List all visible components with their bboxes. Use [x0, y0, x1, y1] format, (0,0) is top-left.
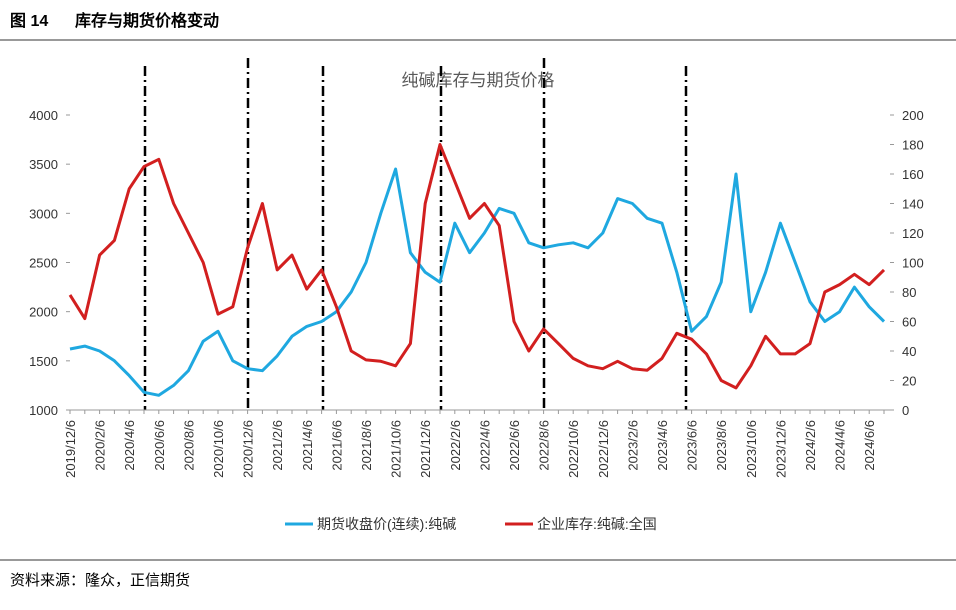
y-tick-label: 3500 — [29, 157, 58, 172]
x-tick-label: 2021/12/6 — [418, 420, 433, 478]
y2-tick-label: 40 — [902, 344, 916, 359]
y2-tick-label: 60 — [902, 315, 916, 330]
series-line — [69, 167, 886, 397]
y2-tick-label: 160 — [902, 167, 924, 182]
y2-tick-label: 0 — [902, 403, 909, 418]
figure-number: 图 14 — [10, 12, 48, 30]
x-tick-label: 2020/12/6 — [241, 420, 256, 478]
source: 资料来源：隆众，正信期货 — [10, 572, 190, 589]
x-tick-label: 2020/2/6 — [93, 420, 108, 471]
x-tick-label: 2022/12/6 — [596, 420, 611, 478]
chart-title: 纯碱库存与期货价格 — [402, 71, 555, 90]
x-tick-label: 2023/6/6 — [685, 420, 700, 471]
x-tick-label: 2023/2/6 — [625, 420, 640, 471]
y2-tick-label: 200 — [902, 108, 924, 123]
x-tick-label: 2020/6/6 — [152, 420, 167, 471]
x-tick-label: 2023/8/6 — [714, 420, 729, 471]
series-line — [68, 143, 886, 390]
y2-tick-label: 140 — [902, 197, 924, 212]
x-tick-label: 2021/10/6 — [389, 420, 404, 478]
y-tick-label: 3000 — [29, 206, 58, 221]
y2-tick-label: 80 — [902, 285, 916, 300]
x-tick-label: 2023/12/6 — [773, 420, 788, 478]
figure-title: 库存与期货价格变动 — [75, 11, 219, 30]
y-tick-label: 4000 — [29, 108, 58, 123]
x-tick-label: 2024/2/6 — [803, 420, 818, 471]
x-tick-label: 2021/4/6 — [300, 420, 315, 471]
x-tick-label: 2022/10/6 — [566, 420, 581, 478]
legend-label: 期货收盘价(连续):纯碱 — [317, 516, 456, 532]
y-tick-label: 1500 — [29, 354, 58, 369]
x-tick-label: 2021/6/6 — [329, 420, 344, 471]
legend-label: 企业库存:纯碱:全国 — [537, 516, 657, 532]
y2-tick-label: 20 — [902, 374, 916, 389]
x-tick-label: 2019/12/6 — [63, 420, 78, 478]
x-tick-label: 2022/4/6 — [477, 420, 492, 471]
y-tick-label: 2500 — [29, 256, 58, 271]
x-tick-label: 2020/10/6 — [211, 420, 226, 478]
x-tick-label: 2022/8/6 — [537, 420, 552, 471]
x-tick-label: 2022/2/6 — [448, 420, 463, 471]
x-tick-label: 2024/4/6 — [833, 420, 848, 471]
y2-tick-label: 100 — [902, 256, 924, 271]
x-tick-label: 2023/10/6 — [744, 420, 759, 478]
y-tick-label: 2000 — [29, 305, 58, 320]
x-tick-label: 2020/4/6 — [122, 420, 137, 471]
y2-tick-label: 120 — [902, 226, 924, 241]
x-tick-label: 2023/4/6 — [655, 420, 670, 471]
x-tick-label: 2021/2/6 — [270, 420, 285, 471]
x-tick-label: 2022/6/6 — [507, 420, 522, 471]
y-tick-label: 1000 — [29, 403, 58, 418]
x-tick-label: 2024/6/6 — [862, 420, 877, 471]
event-lines — [143, 58, 688, 410]
x-tick-label: 2021/8/6 — [359, 420, 374, 471]
x-tick-label: 2020/8/6 — [181, 420, 196, 471]
y2-tick-label: 180 — [902, 138, 924, 153]
